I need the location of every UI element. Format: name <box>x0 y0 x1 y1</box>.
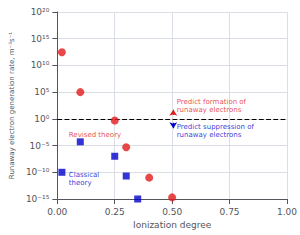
svg-text:0.50: 0.50 <box>162 207 182 217</box>
svg-text:Revised theory: Revised theory <box>69 131 121 139</box>
svg-text:10⁰: 10⁰ <box>34 114 49 124</box>
svg-text:1.00: 1.00 <box>277 207 297 217</box>
svg-text:Predict suppression of: Predict suppression of <box>177 123 255 131</box>
svg-text:runaway electrons: runaway electrons <box>177 106 242 114</box>
svg-text:0.25: 0.25 <box>105 207 125 217</box>
svg-text:0.00: 0.00 <box>47 207 67 217</box>
svg-text:10⁻¹⁰: 10⁻¹⁰ <box>26 167 50 177</box>
svg-text:10⁻¹⁵: 10⁻¹⁵ <box>26 194 50 204</box>
svg-text:Classical: Classical <box>69 171 99 179</box>
svg-text:10¹⁰: 10¹⁰ <box>31 60 50 70</box>
svg-text:Runaway electron generation ra: Runaway electron generation rate, m⁻³s⁻¹ <box>8 32 16 180</box>
svg-text:theory: theory <box>69 179 92 187</box>
svg-text:10²⁰: 10²⁰ <box>31 7 50 17</box>
svg-text:0.75: 0.75 <box>220 207 240 217</box>
svg-text:Predict formation of: Predict formation of <box>177 98 247 106</box>
svg-text:10¹⁵: 10¹⁵ <box>31 34 50 44</box>
svg-text:10⁻⁵: 10⁻⁵ <box>30 141 50 151</box>
svg-text:10⁵: 10⁵ <box>34 87 49 97</box>
svg-text:Ionization degree: Ionization degree <box>133 220 212 230</box>
svg-text:runaway electrons: runaway electrons <box>177 131 242 139</box>
